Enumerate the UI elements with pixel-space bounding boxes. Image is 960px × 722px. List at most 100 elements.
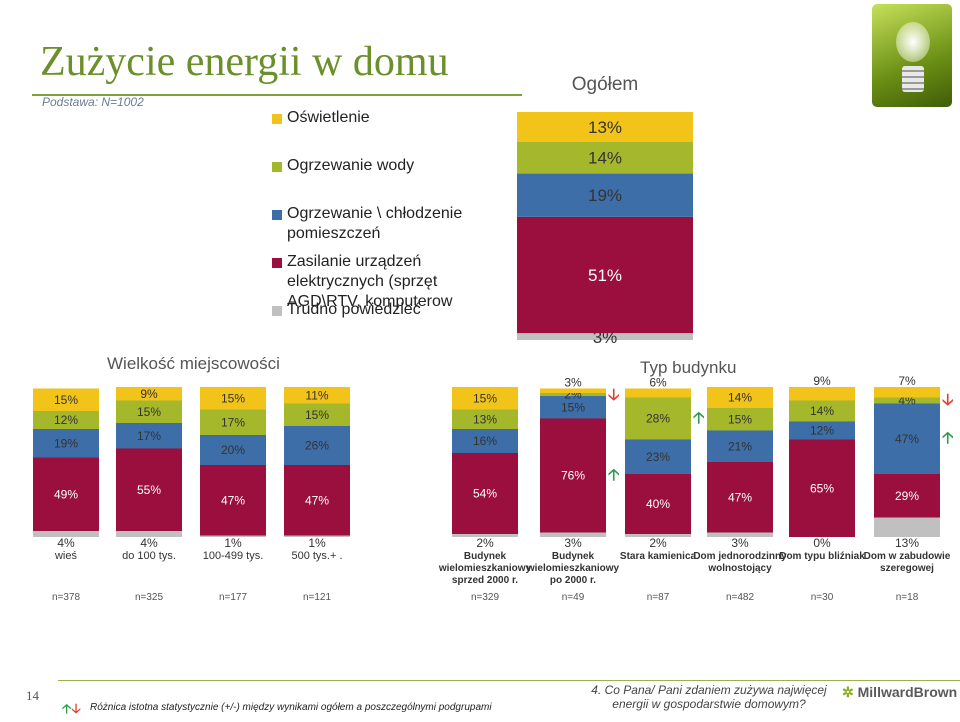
value-label-g2-c4-water: 14%	[810, 404, 834, 418]
bar-g2-c5-appliances	[874, 474, 940, 518]
footer-divider	[58, 680, 960, 681]
bar-g1-c3-appliances	[284, 465, 350, 536]
legend-label-dont-know: Trudno powiedzieć	[287, 301, 421, 318]
category-label-line: Dom w zabudowie	[864, 551, 951, 562]
value-label-g1-c3-water: 15%	[305, 408, 329, 422]
value-label-g2-c1-dontknow: 3%	[564, 536, 582, 550]
total-value-appliances: 51%	[588, 266, 622, 285]
value-label-g1-c0-heating: 19%	[54, 436, 78, 450]
n-label-size-0: n=378	[52, 592, 81, 603]
bulb-base	[902, 66, 924, 92]
category-label-line: Stara kamienica	[620, 551, 697, 562]
bar-g1-c1-heating	[116, 423, 182, 449]
total-bar-water	[517, 141, 693, 174]
significance-arrow-down-icon: 🡣	[942, 391, 954, 409]
bar-g1-c2-lighting	[200, 387, 266, 410]
value-label-g1-c3-lighting: 11%	[305, 388, 328, 402]
value-label-g1-c2-water: 17%	[221, 415, 245, 429]
bar-g1-c0-lighting	[33, 388, 99, 411]
significance-arrow-up-icon: 🡡	[693, 409, 705, 427]
value-label-g2-c0-lighting: 15%	[473, 391, 497, 405]
value-label-g2-c4-lighting: 9%	[813, 374, 831, 388]
value-label-g2-c2-lighting: 6%	[649, 376, 667, 390]
n-label-type-1: n=49	[562, 592, 585, 603]
total-bar-appliances	[517, 216, 693, 334]
bar-g1-c3-water	[284, 403, 350, 426]
category-label-line: szeregowej	[880, 563, 934, 574]
bar-g2-c2-appliances	[625, 474, 691, 534]
value-label-g2-c4-heating: 12%	[810, 424, 834, 438]
value-label-g1-c3-appliances: 47%	[305, 493, 329, 507]
sample-base: Podstawa: N=1002	[42, 95, 144, 109]
bulb-glow	[896, 22, 930, 62]
value-label-g2-c1-heating: 15%	[561, 400, 585, 414]
bar-g2-c2-dontknow	[625, 534, 691, 537]
n-label-type-2: n=87	[647, 592, 670, 603]
value-label-g1-c1-appliances: 55%	[137, 483, 161, 497]
bar-g2-c3-appliances	[707, 462, 773, 533]
bar-g2-c4-water	[789, 400, 855, 422]
significance-arrow-down-icon: 🡣	[608, 387, 620, 404]
bar-g2-c5-lighting	[874, 387, 940, 398]
category-label-type-2: Stara kamienica	[620, 551, 697, 562]
value-label-g1-c0-appliances: 49%	[54, 487, 78, 501]
bar-g2-c3-heating	[707, 430, 773, 462]
bar-g1-c3-heating	[284, 426, 350, 465]
title-divider	[32, 94, 522, 96]
value-label-g2-c0-dontknow: 2%	[476, 536, 494, 550]
logo-text: MillwardBrown	[857, 684, 958, 700]
value-label-g2-c0-appliances: 54%	[473, 487, 497, 501]
bar-g2-c3-lighting	[707, 387, 773, 408]
bar-g2-c2-lighting	[625, 388, 691, 398]
arrow-down-icon: 🡣	[71, 701, 81, 716]
arrow-up-icon: 🡡	[62, 701, 72, 716]
bar-g2-c5-water	[874, 397, 940, 404]
bar-g2-c4-heating	[789, 421, 855, 440]
bar-g2-c1-dontknow	[540, 532, 606, 537]
bar-g2-c2-water	[625, 397, 691, 440]
value-label-g2-c0-heating: 16%	[473, 434, 497, 448]
page-number: 14	[26, 688, 39, 703]
n-label-type-0: n=329	[471, 592, 500, 603]
bar-g2-c0-heating	[452, 429, 518, 453]
bar-g2-c1-heating	[540, 396, 606, 419]
category-label-line: Dom jednorodzinny	[693, 551, 787, 562]
value-label-g2-c2-heating: 23%	[646, 450, 670, 464]
bar-g1-c3-lighting	[284, 387, 350, 404]
total-bar-lighting	[517, 112, 693, 142]
total-chart-title: Ogółem	[571, 74, 639, 95]
category-label-line: po 2000 r.	[550, 575, 596, 586]
legend-label-water-heating: Ogrzewanie wody	[287, 157, 415, 174]
n-label-type-4: n=30	[811, 592, 834, 603]
value-label-g2-c1-appliances: 76%	[561, 469, 585, 483]
category-label-size-2: 100-499 tys.	[203, 550, 264, 562]
bar-g1-c2-dontknow	[200, 535, 266, 537]
category-label-size-0: wieś	[54, 550, 78, 562]
value-label-g2-c1-lighting: 3%	[564, 376, 582, 390]
bar-g2-c0-lighting	[452, 387, 518, 410]
legend-swatch-appliances	[272, 258, 282, 268]
value-label-g1-c2-dontknow: 1%	[224, 536, 242, 550]
value-label-g1-c0-dontknow: 4%	[57, 536, 75, 550]
value-label-g1-c1-water: 15%	[137, 405, 161, 419]
category-label-type-1: Budynek wielomieszkaniowy po 2000 r.	[526, 551, 620, 586]
value-label-g1-c1-dontknow: 4%	[140, 536, 158, 550]
value-label-g2-c5-appliances: 29%	[895, 489, 919, 503]
category-label-line: wielomieszkaniowy	[438, 563, 532, 574]
bar-g1-c0-heating	[33, 429, 99, 458]
value-label-g1-c2-appliances: 47%	[221, 493, 245, 507]
value-label-g2-c5-dontknow: 13%	[895, 536, 919, 550]
bar-g1-c1-lighting	[116, 387, 182, 401]
value-label-g2-c2-dontknow: 2%	[649, 536, 667, 550]
category-label-line: Budynek	[552, 551, 595, 562]
bar-g1-c1-appliances	[116, 448, 182, 531]
value-label-g1-c2-lighting: 15%	[221, 391, 245, 405]
category-label-type-0: Budynek wielomieszkaniowy sprzed 2000 r.	[438, 551, 532, 586]
category-label-size-1: do 100 tys.	[122, 550, 176, 562]
legend-label-lighting: Oświetlenie	[287, 109, 370, 126]
n-label-size-3: n=121	[303, 592, 332, 603]
total-value-water: 14%	[588, 149, 622, 168]
bar-g1-c0-water	[33, 411, 99, 429]
value-label-g2-c3-dontknow: 3%	[731, 536, 749, 550]
